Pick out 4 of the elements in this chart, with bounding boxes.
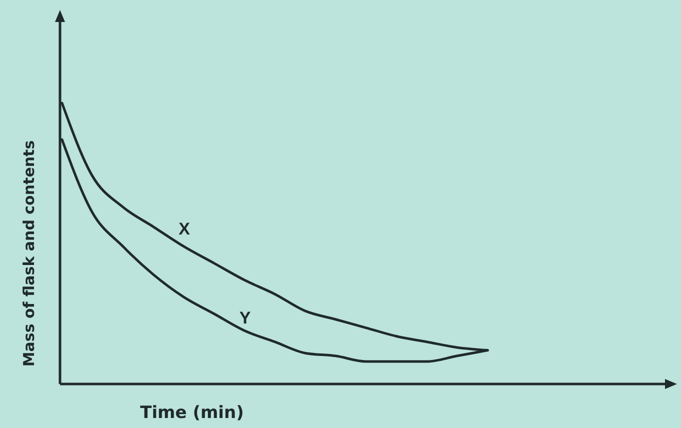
- series-label: X: [178, 219, 191, 238]
- y-axis-title: Mass of flask and contents: [20, 140, 38, 367]
- x-axis-title: Time (min): [140, 403, 244, 423]
- series-label: Y: [239, 308, 252, 328]
